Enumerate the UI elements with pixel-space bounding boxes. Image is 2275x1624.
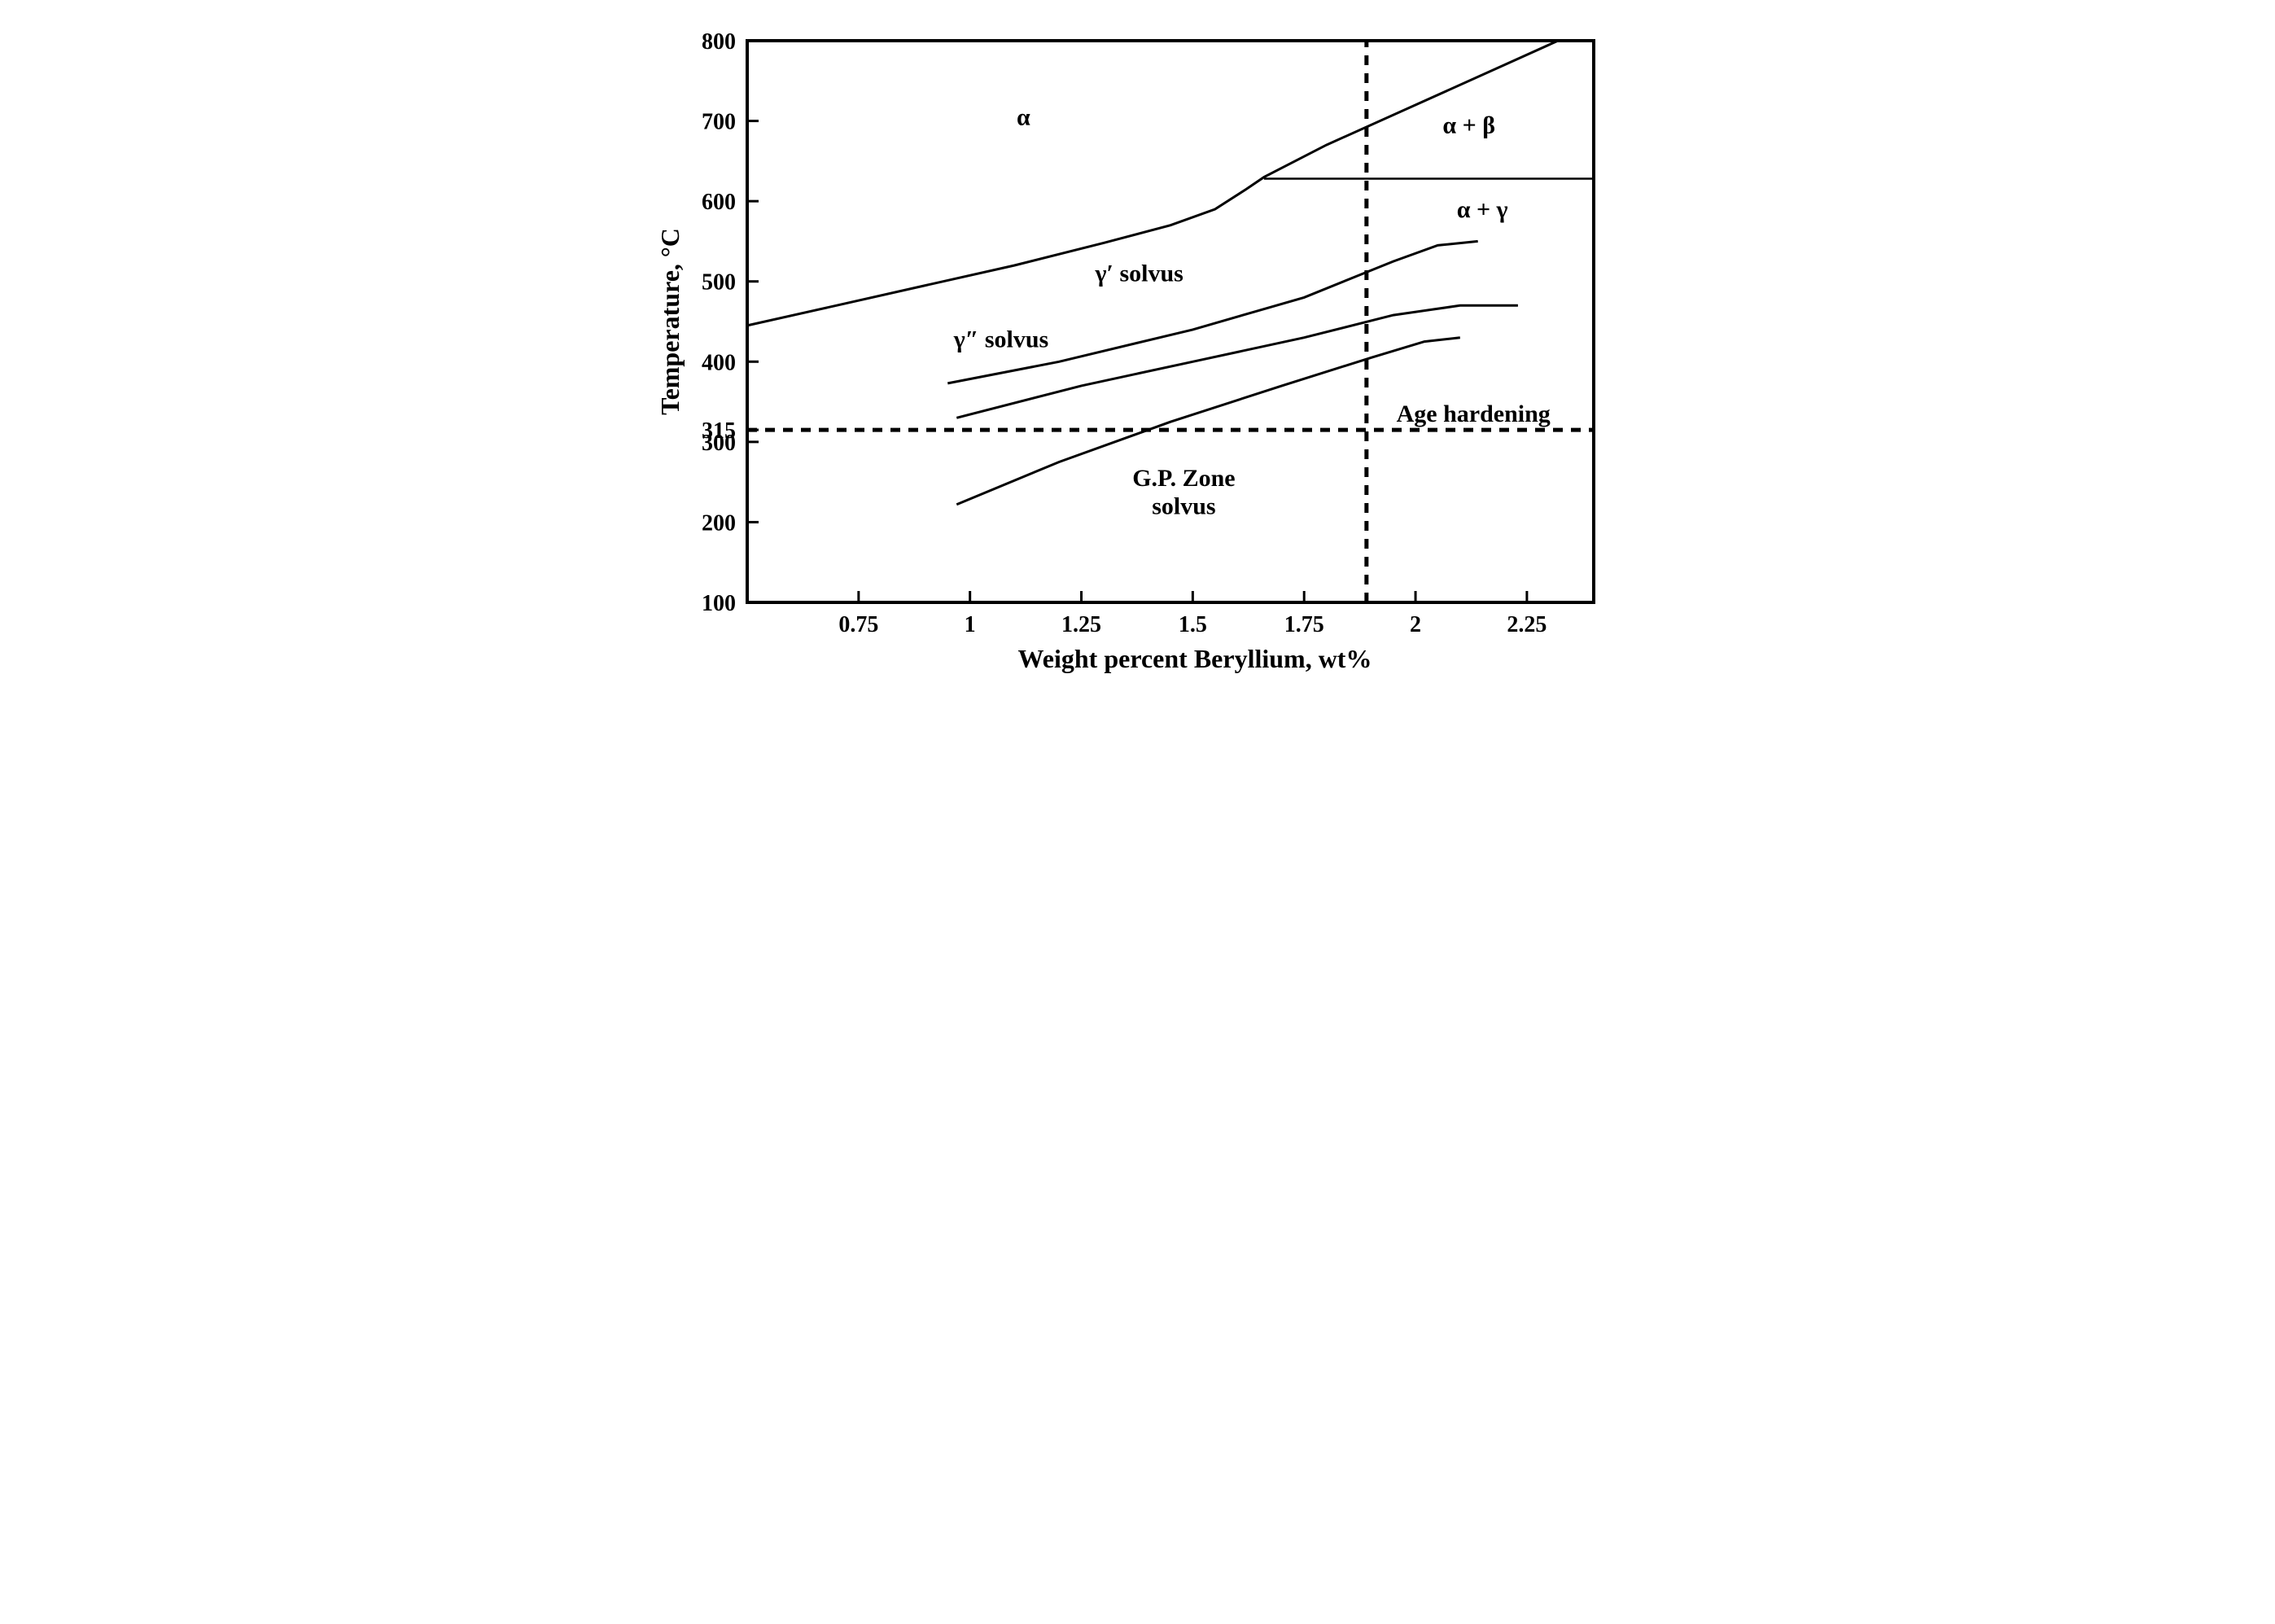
y-tick-label: 315 [702,418,736,444]
y-tick-label: 400 [702,350,736,375]
x-tick-label: 1.25 [1061,612,1101,637]
gamma-prime-label: γ′ solvus [1094,260,1183,287]
x-tick-label: 0.75 [838,612,878,637]
alpha-beta-label: α + β [1442,112,1495,138]
x-tick-label: 1.5 [1178,612,1206,637]
gamma-double-prime-label: γ″ solvus [952,326,1048,353]
x-tick-label: 2.25 [1507,612,1547,637]
y-tick-label: 100 [702,591,736,616]
chart-svg: 0.75 1 1.25 1.5 1.75 2 2.25 Weight percent Bery… [650,16,1626,708]
alpha-label: α [1016,104,1030,131]
y-axis-label: Temperature, °C [655,228,685,415]
gp-zone1-label: G.P. Zone [1132,465,1235,492]
y-tick-label: 600 [702,190,736,215]
x-axis-label: Weight percent Beryllium, wt% [1017,644,1372,673]
x-tick-label: 1 [964,612,975,637]
y-tick-label: 500 [702,270,736,295]
alpha-gamma-label: α + γ [1456,196,1507,223]
y-tick-label: 700 [702,110,736,135]
phase-diagram-chart: 0.75 1 1.25 1.5 1.75 2 2.25 Weight percent Bery… [650,16,1626,708]
age-hardening-label: Age hardening [1396,401,1550,427]
y-tick-label: 200 [702,510,736,536]
x-tick-label: 1.75 [1284,612,1323,637]
x-tick-label: 2 [1410,612,1421,637]
y-tick-label: 800 [702,29,736,55]
gp-zone2-label: solvus [1152,493,1215,520]
